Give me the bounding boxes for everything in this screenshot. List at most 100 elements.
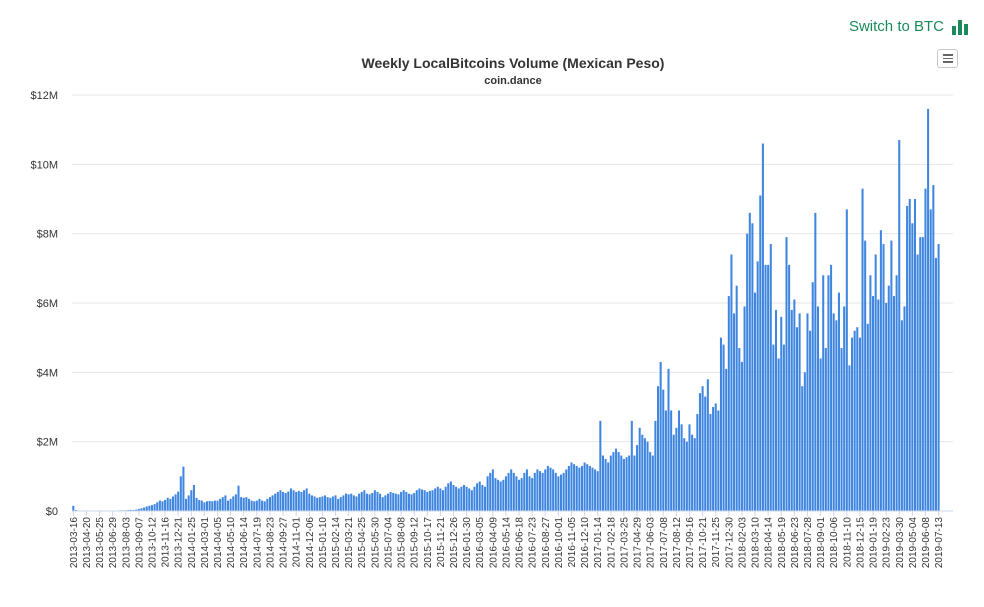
bar bbox=[171, 496, 174, 511]
bar bbox=[221, 497, 224, 511]
bar bbox=[861, 188, 864, 511]
bar bbox=[360, 491, 363, 511]
bar bbox=[407, 493, 410, 511]
x-tick-label: 2017-03-25 bbox=[619, 517, 630, 569]
bar bbox=[691, 434, 694, 511]
bar bbox=[321, 496, 324, 511]
bar bbox=[688, 424, 691, 511]
bar bbox=[809, 330, 812, 511]
switch-to-btc-button[interactable]: Switch to BTC bbox=[849, 18, 968, 35]
bar bbox=[772, 344, 775, 511]
bar bbox=[481, 485, 484, 511]
bar bbox=[405, 491, 408, 511]
x-tick-label: 2016-01-30 bbox=[462, 517, 473, 569]
bar bbox=[764, 264, 767, 511]
bar bbox=[169, 498, 172, 511]
bar bbox=[701, 386, 704, 511]
x-tick-label: 2018-04-14 bbox=[764, 517, 775, 569]
x-tick-label: 2018-11-10 bbox=[842, 517, 853, 568]
bar bbox=[638, 427, 641, 511]
bar bbox=[421, 489, 424, 511]
bar bbox=[279, 490, 282, 511]
bar bbox=[596, 471, 599, 511]
bar bbox=[840, 348, 843, 511]
chart-menu-button[interactable] bbox=[937, 49, 958, 68]
bar bbox=[512, 472, 515, 511]
x-tick-label: 2019-07-13 bbox=[934, 517, 945, 569]
bar bbox=[386, 493, 389, 511]
bar bbox=[150, 505, 153, 511]
x-tick-label: 2019-05-04 bbox=[908, 517, 919, 569]
x-tick-label: 2015-02-14 bbox=[331, 517, 342, 569]
bar bbox=[803, 372, 806, 511]
x-tick-label: 2017-04-29 bbox=[633, 517, 644, 569]
bar bbox=[206, 501, 209, 511]
bar bbox=[780, 316, 783, 511]
bar bbox=[853, 330, 856, 511]
x-tick-label: 2015-11-21 bbox=[436, 517, 447, 568]
bar bbox=[801, 386, 804, 511]
bar bbox=[515, 476, 518, 511]
bar bbox=[156, 502, 159, 511]
bar bbox=[499, 481, 502, 511]
bar bbox=[924, 188, 927, 511]
bar bbox=[782, 344, 785, 511]
bar bbox=[583, 462, 586, 511]
bar bbox=[373, 490, 376, 511]
x-tick-label: 2013-06-29 bbox=[108, 517, 119, 569]
chart-title: Weekly LocalBitcoins Volume (Mexican Pes… bbox=[362, 55, 665, 71]
bar bbox=[494, 478, 497, 511]
chart-subtitle: coin.dance bbox=[484, 75, 541, 87]
bar bbox=[730, 254, 733, 511]
bar bbox=[518, 479, 521, 511]
bar bbox=[266, 498, 269, 511]
bar bbox=[539, 471, 542, 511]
bar bbox=[297, 490, 300, 511]
bar bbox=[305, 488, 308, 511]
y-tick-label: $8M bbox=[37, 229, 58, 241]
bar bbox=[465, 486, 468, 511]
bar bbox=[712, 407, 715, 511]
bar bbox=[748, 212, 751, 511]
x-tick-label: 2013-12-21 bbox=[174, 517, 185, 569]
bar bbox=[135, 509, 138, 511]
bar-chart-icon bbox=[952, 19, 968, 35]
bar bbox=[460, 486, 463, 511]
bar bbox=[502, 479, 505, 511]
bar bbox=[444, 486, 447, 511]
x-tick-label: 2019-02-23 bbox=[882, 517, 893, 569]
bar bbox=[316, 497, 319, 511]
x-tick-label: 2016-12-10 bbox=[580, 517, 591, 569]
bar bbox=[685, 441, 688, 511]
bar bbox=[790, 309, 793, 511]
bar bbox=[342, 495, 345, 511]
x-tick-label: 2019-01-19 bbox=[869, 517, 880, 569]
x-tick-label: 2014-09-27 bbox=[279, 517, 290, 569]
bar bbox=[253, 501, 256, 511]
bar bbox=[869, 275, 872, 511]
bar bbox=[664, 410, 667, 511]
bar bbox=[570, 462, 573, 511]
x-tick-label: 2016-03-05 bbox=[475, 517, 486, 569]
bar bbox=[575, 465, 578, 511]
bar bbox=[872, 296, 875, 511]
bar bbox=[536, 469, 539, 511]
bar bbox=[486, 476, 489, 511]
bar bbox=[824, 348, 827, 511]
bar bbox=[462, 485, 466, 511]
bar bbox=[795, 327, 799, 511]
bar bbox=[604, 459, 607, 511]
bar bbox=[371, 492, 374, 511]
bar bbox=[835, 320, 838, 511]
bar bbox=[507, 472, 510, 511]
bar bbox=[397, 494, 400, 511]
x-tick-label: 2016-10-01 bbox=[554, 517, 565, 569]
bar bbox=[654, 420, 657, 511]
bar bbox=[830, 264, 833, 511]
bar bbox=[368, 494, 371, 511]
bar bbox=[145, 506, 148, 511]
bar bbox=[911, 223, 914, 511]
bar bbox=[153, 504, 156, 511]
bar bbox=[347, 494, 350, 511]
y-tick-label: $4M bbox=[37, 367, 58, 379]
